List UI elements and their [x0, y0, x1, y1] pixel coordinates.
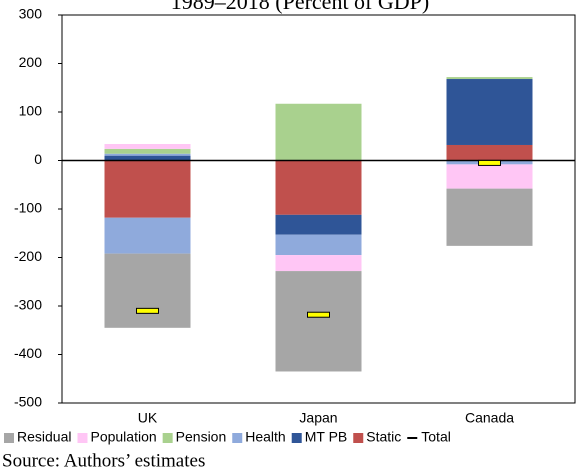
- legend-label: Total: [421, 429, 451, 445]
- y-tick-label: -100: [14, 200, 42, 216]
- total-marker: [307, 311, 330, 318]
- legend-swatch: [291, 433, 302, 443]
- legend-label: Residual: [17, 429, 71, 445]
- y-tick-label: 0: [34, 151, 42, 167]
- bar-segment: [446, 144, 533, 161]
- legend-label: Health: [245, 429, 285, 445]
- legend-swatch: [162, 433, 173, 443]
- bar-segment: [104, 160, 191, 218]
- total-marker: [136, 307, 159, 314]
- y-tick-label: -400: [14, 345, 42, 361]
- bar-segment: [275, 160, 362, 215]
- legend-swatch: [77, 433, 88, 443]
- y-tick-label: 100: [19, 103, 43, 119]
- bar-segment: [104, 217, 191, 254]
- bar-segment: [275, 271, 362, 372]
- y-tick-label: 200: [19, 54, 43, 70]
- legend-label: Population: [90, 429, 156, 445]
- y-tick-label: -300: [14, 297, 42, 313]
- y-tick-label: -500: [14, 394, 42, 410]
- legend-label: Static: [366, 429, 401, 445]
- total-marker: [478, 159, 501, 166]
- bar-segment: [275, 234, 362, 256]
- bar-segment: [104, 253, 191, 328]
- x-tick-label: Canada: [465, 410, 514, 426]
- source-note: Source: Authors’ estimates: [2, 450, 205, 471]
- bar-segment: [275, 214, 362, 235]
- bar-segment: [446, 79, 533, 145]
- legend-swatch: [353, 433, 364, 443]
- chart-title: 1989–2018 (Percent of GDP): [171, 0, 429, 14]
- legend-swatch: [4, 433, 14, 443]
- bar-segment: [104, 144, 191, 149]
- bar-segment: [104, 153, 191, 156]
- legend-swatch: [232, 433, 243, 443]
- bar-segment: [104, 155, 191, 161]
- bar-segment: [275, 255, 362, 272]
- bar-segment: [446, 77, 533, 80]
- y-tick-label: -200: [14, 248, 42, 264]
- x-tick-label: UK: [138, 410, 158, 426]
- x-tick-label: Japan: [299, 410, 337, 426]
- bar-segment: [446, 164, 533, 189]
- legend-label: Pension: [176, 429, 227, 445]
- bar-segment: [275, 103, 362, 161]
- bar-segment: [446, 188, 533, 246]
- bar-segment: [104, 148, 191, 154]
- legend-label: MT PB: [305, 429, 348, 445]
- y-tick-label: 300: [19, 6, 43, 22]
